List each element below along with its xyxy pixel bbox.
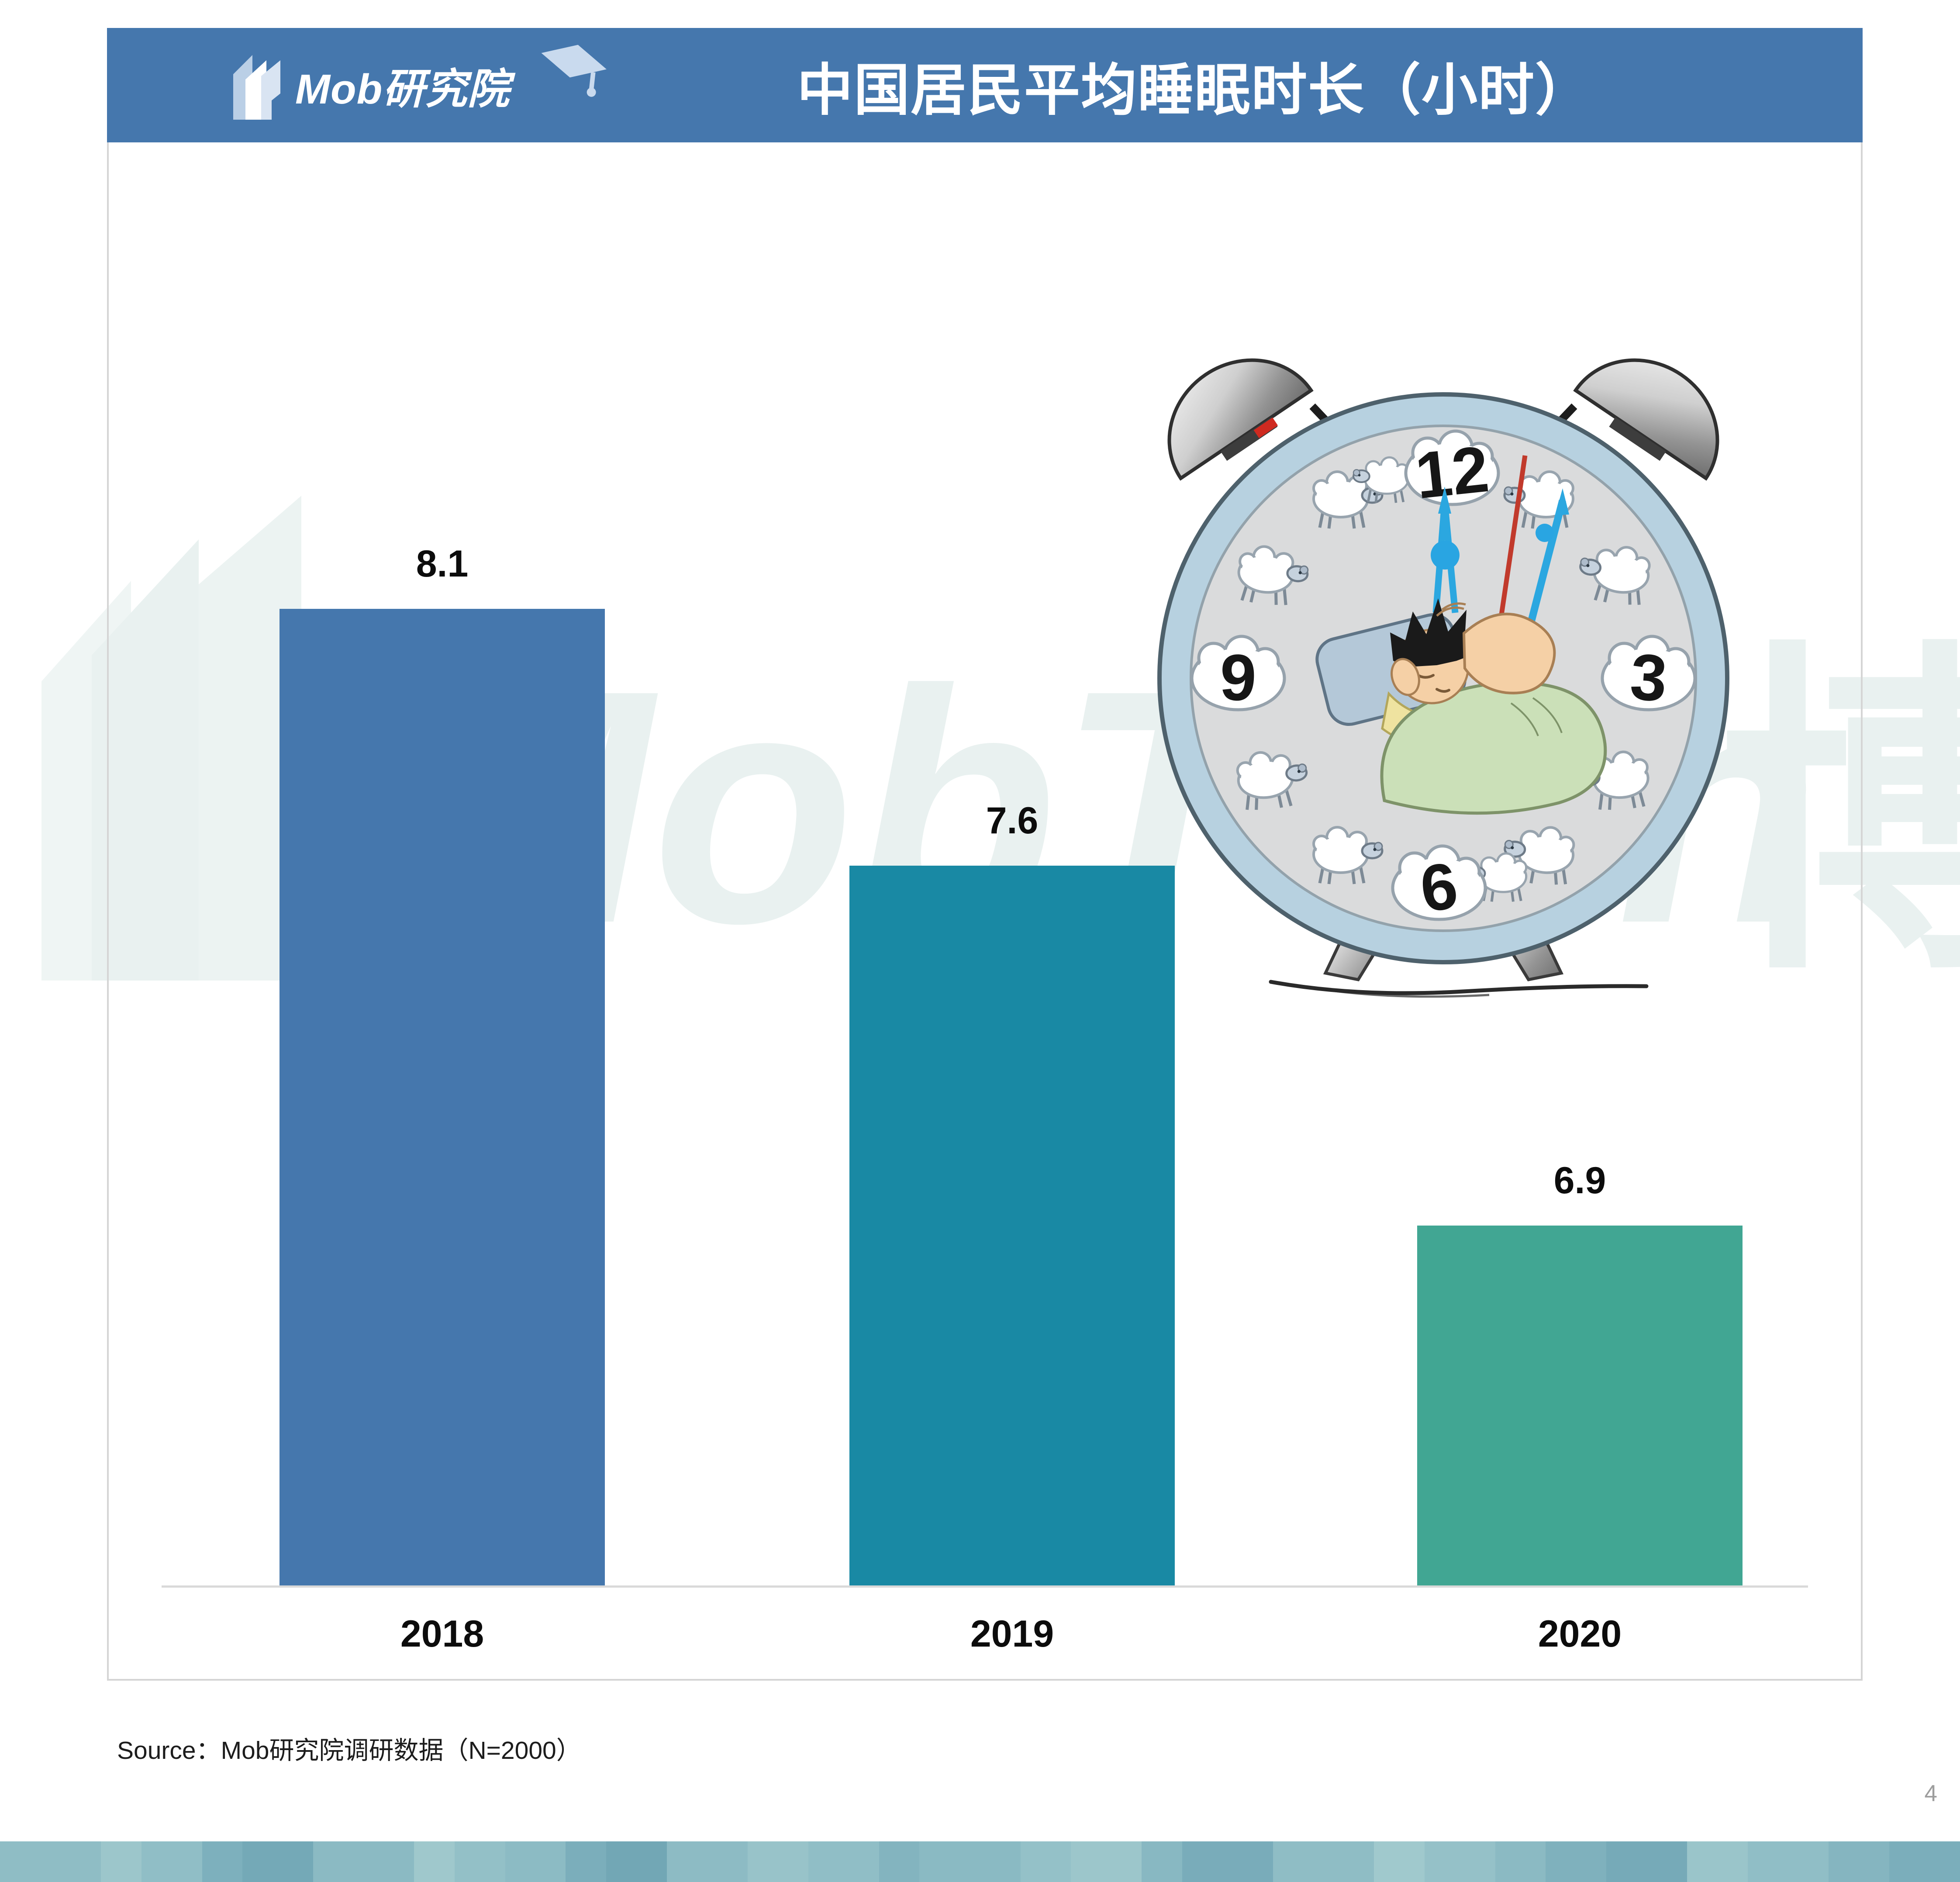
source-note: Source：Mob研究院调研数据（N=2000） [117,1737,581,1765]
strip-band [1273,1841,1374,1882]
page-title: 中国居民平均睡眠时长（小时） [797,59,1592,122]
page-number: 4 [1924,1781,1937,1806]
strip-band [1748,1841,1829,1882]
header-band: Mob研究院 中国居民平均睡眠时长（小时） [107,28,1863,142]
strip-band [1182,1841,1273,1882]
strip-band [606,1841,667,1882]
sleeping-person [1315,598,1607,815]
clock-number-3: 3 [1628,639,1670,715]
clock-bell-left [1167,358,1314,481]
logo-text: Mob研究院 [295,66,510,113]
strip-band [666,1841,748,1882]
strip-band [101,1841,141,1882]
bar-2019: 7.6 [849,800,1175,1585]
strip-band [455,1841,505,1882]
mob-logo-building-icon [233,55,280,120]
strip-band [505,1841,566,1882]
x-axis-baseline [162,1585,1808,1588]
strip-band [1071,1841,1142,1882]
bar-2018: 8.1 [280,543,605,1585]
strip-band [1424,1841,1495,1882]
strip-band [1374,1841,1425,1882]
bar-value-label: 6.9 [1553,1160,1606,1202]
strip-band [202,1841,243,1882]
clock-number-12: 12 [1412,432,1492,513]
strip-band [1606,1841,1687,1882]
x-axis-label: 2019 [970,1613,1054,1655]
strip-band [879,1841,920,1882]
strip-band [1687,1841,1748,1882]
strip-band [1546,1841,1607,1882]
x-axis-label: 2018 [400,1613,484,1655]
x-axis-label: 2020 [1538,1613,1622,1655]
strip-band [313,1841,414,1882]
alarm-clock-illustration: 12 3 6 9 [1157,358,1729,998]
bottom-strip [0,1841,1960,1882]
bar-2020: 6.9 [1417,1160,1743,1585]
chart-card: Mob研究院 中国居民平均睡眠时长（小时） [107,28,1863,1681]
strip-band [1829,1841,1890,1882]
clock-number-9: 9 [1218,640,1257,715]
bar-value-label: 7.6 [986,800,1039,842]
strip-band [1142,1841,1182,1882]
strip-band [566,1841,607,1882]
clock-bell-right [1573,358,1719,481]
strip-band [242,1841,314,1882]
strip-band [919,1841,1021,1882]
strip-band [0,1841,101,1882]
graduation-cap-icon [541,45,607,97]
bar-value-label: 8.1 [416,543,469,585]
strip-band [414,1841,455,1882]
mob-logo: Mob研究院 [231,28,607,142]
strip-band [141,1841,202,1882]
strip-band [1889,1841,1960,1882]
strip-band [1020,1841,1071,1882]
strip-band [1495,1841,1546,1882]
strip-band [808,1841,879,1882]
strip-band [747,1841,808,1882]
